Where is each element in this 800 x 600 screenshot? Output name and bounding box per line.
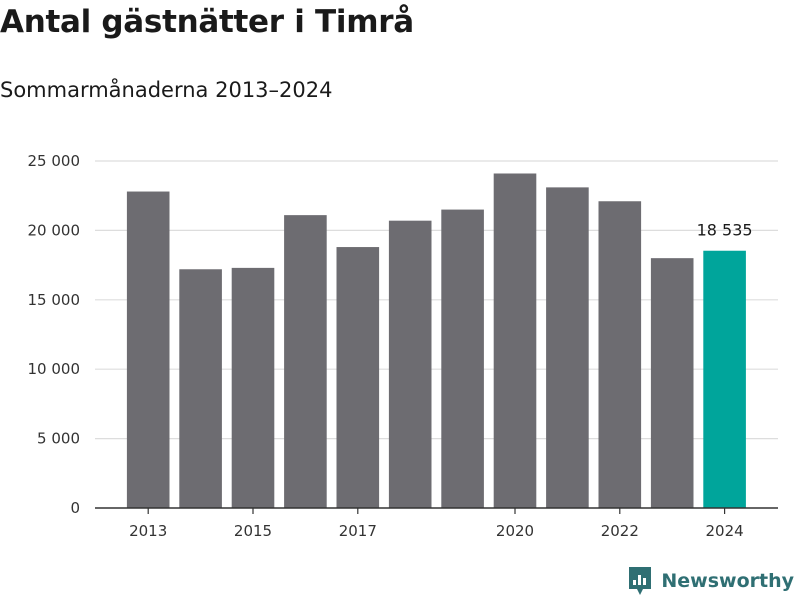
x-tick-labels: 2013 2015 2017 2020 2022 2024 [129,508,744,540]
y-tick-labels: 0 5 000 10 000 15 000 20 000 25 000 [28,152,81,517]
chart-title: Antal gästnätter i Timrå [0,4,414,40]
y-tick-label: 15 000 [28,291,81,309]
y-tick-label: 25 000 [28,152,81,170]
y-tick-label: 5 000 [37,430,80,448]
y-tick-label: 0 [70,499,80,517]
x-tick-label: 2024 [706,522,744,540]
brand-logo: Newsworthy [627,566,794,596]
y-tick-label: 20 000 [28,221,81,239]
bar-2017 [336,247,380,508]
data-labels: 18 535 [697,221,753,240]
bar-2018 [388,220,432,508]
bars [126,173,746,509]
data-label-2024: 18 535 [697,221,753,240]
x-tick-label: 2017 [339,522,377,540]
bar-2020 [493,173,537,508]
bar-2015 [231,267,275,508]
brand-name: Newsworthy [661,570,794,592]
bar-2019 [441,209,484,508]
newsworthy-logo-icon [629,567,652,595]
bar-2022 [598,201,642,508]
bar-2016 [284,215,327,508]
bar-2021 [546,187,589,508]
bar-2013 [126,191,170,508]
bar-2024 [703,250,746,509]
x-tick-label: 2015 [234,522,272,540]
bar-2014 [179,269,222,508]
x-tick-label: 2020 [496,522,534,540]
chart-subtitle: Sommarmånaderna 2013–2024 [0,78,333,102]
x-tick-label: 2013 [129,522,167,540]
y-tick-label: 10 000 [28,360,81,378]
bar-2023 [650,258,694,508]
x-tick-label: 2022 [601,522,639,540]
